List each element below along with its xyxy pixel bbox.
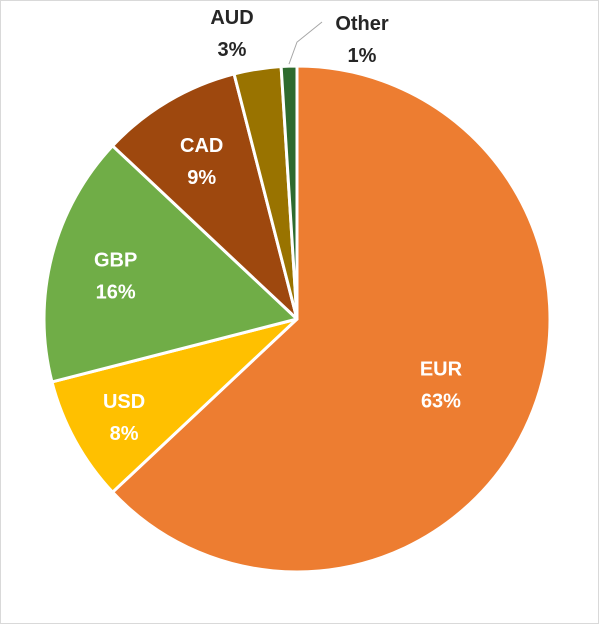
- pie-slice-other: [279, 64, 299, 321]
- data-label-category-cad: CAD: [180, 135, 223, 157]
- data-label-value-cad: 9%: [187, 167, 216, 189]
- leader-lines: [288, 21, 323, 65]
- data-label-category-eur: EUR: [420, 358, 463, 380]
- data-label-category-other: Other: [335, 13, 389, 35]
- leader-line-other: [288, 21, 323, 65]
- data-label-value-usd: 8%: [110, 423, 139, 445]
- data-label-value-eur: 63%: [421, 390, 461, 412]
- data-label-value-gbp: 16%: [96, 281, 136, 303]
- pie-slice-eur: [111, 64, 552, 574]
- pie-slices: [42, 64, 552, 574]
- pie-slice-usd: [50, 317, 299, 494]
- data-labels: EUR 63% USD 8% GBP 16% CAD 9% AUD 3% Other 1%: [94, 7, 463, 445]
- data-label-value-aud: 3%: [218, 39, 247, 61]
- data-label-category-aud: AUD: [210, 7, 253, 29]
- data-label-value-other: 1%: [348, 45, 377, 67]
- pie-slice-cad: [111, 72, 299, 321]
- data-label-category-gbp: GBP: [94, 249, 137, 271]
- pie-slice-gbp: [42, 144, 299, 384]
- data-label-category-usd: USD: [103, 391, 145, 413]
